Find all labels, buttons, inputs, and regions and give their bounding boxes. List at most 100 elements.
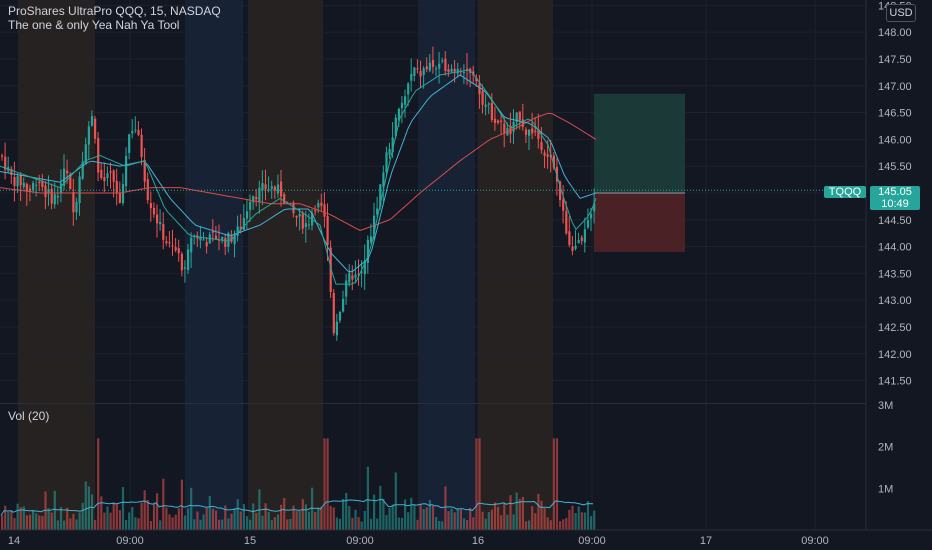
- candle-body: [134, 129, 137, 131]
- volume-bar: [391, 504, 394, 530]
- volume-bar: [388, 507, 391, 530]
- volume-bar: [394, 472, 397, 530]
- volume-bar: [376, 518, 379, 530]
- volume-bar: [84, 481, 87, 530]
- candle-body: [301, 212, 304, 229]
- volume-indicator-label[interactable]: Vol (20): [8, 409, 50, 423]
- volume-bar: [267, 511, 270, 530]
- volume-bar: [286, 519, 289, 530]
- candle-body: [22, 182, 25, 187]
- long-position-tool[interactable]: [594, 93, 685, 252]
- volume-bar: [22, 506, 25, 530]
- candle-body: [518, 111, 521, 121]
- candle-body: [583, 229, 586, 243]
- volume-bar: [428, 499, 431, 530]
- candle-body: [351, 275, 354, 280]
- volume-bar: [143, 490, 146, 530]
- volume-bar: [28, 514, 32, 530]
- candle-body: [435, 68, 438, 70]
- candle-body: [56, 195, 59, 198]
- candle-body: [227, 233, 230, 247]
- volume-bar: [211, 508, 214, 530]
- candle-body: [162, 223, 165, 240]
- candle-body: [236, 226, 239, 236]
- volume-bar: [109, 512, 112, 530]
- candle-body: [137, 130, 140, 135]
- candle-body: [97, 138, 100, 173]
- volume-bar: [500, 515, 503, 530]
- indicator-name[interactable]: The one & only Yea Nah Ya Tool: [8, 18, 180, 32]
- candle-body: [273, 186, 276, 191]
- price-tick-label: 144.00: [878, 242, 912, 254]
- volume-bar: [53, 490, 56, 530]
- candle-body: [66, 170, 69, 174]
- candle-body: [1, 155, 4, 157]
- volume-bar: [140, 502, 143, 530]
- volume-bar: [162, 478, 165, 530]
- bar-countdown: 10:49: [881, 198, 909, 210]
- candle-body: [404, 96, 407, 105]
- volume-bar: [295, 511, 298, 530]
- candle-body: [131, 130, 134, 134]
- symbol-title[interactable]: ProShares UltraPro QQQ, 15, NASDAQ: [8, 4, 221, 18]
- candle-body: [103, 176, 106, 182]
- volume-bar: [273, 517, 276, 530]
- candle-body: [462, 71, 466, 73]
- time-axis[interactable]: 14 09:00 15 09:00 16 09:00 17 09:00: [0, 529, 932, 547]
- candle-body: [4, 156, 7, 170]
- candle-body: [38, 181, 41, 184]
- volume-bar: [583, 512, 586, 530]
- volume-bar: [230, 513, 233, 530]
- volume-bar: [462, 518, 466, 530]
- candle-body: [379, 184, 382, 207]
- volume-bar: [90, 494, 94, 530]
- volume-bar: [357, 517, 360, 530]
- candle-body: [307, 224, 311, 226]
- volume-bar: [50, 512, 53, 530]
- price-axis[interactable]: 148.50148.00147.50147.00146.50146.00145.…: [865, 0, 932, 530]
- volume-bar: [264, 503, 267, 530]
- candle-body: [174, 247, 177, 251]
- candle-body: [78, 176, 81, 204]
- volume-bar: [66, 507, 69, 530]
- volume-bar: [227, 518, 230, 530]
- volume-bar: [332, 507, 335, 530]
- candle-body: [369, 236, 373, 243]
- candle-body: [183, 267, 187, 269]
- volume-bar: [419, 504, 422, 530]
- candle-body: [422, 68, 425, 75]
- volume-bar: [351, 517, 354, 530]
- candle-body: [304, 223, 307, 228]
- price-tick-label: 142.00: [878, 349, 912, 361]
- candle-body: [360, 271, 363, 273]
- volume-bar: [292, 505, 295, 530]
- candle-body: [53, 194, 56, 205]
- volume-bar: [35, 513, 38, 530]
- volume-bar: [304, 504, 307, 530]
- volume-bar: [441, 521, 444, 530]
- volume-bar: [224, 505, 227, 530]
- time-tick-label: 14: [8, 535, 20, 547]
- candle-body: [382, 172, 385, 187]
- candle-body: [233, 235, 236, 245]
- currency-button[interactable]: USD: [886, 4, 916, 22]
- candle-body: [568, 231, 571, 245]
- volume-ma-path: [0, 498, 594, 516]
- volume-bar: [425, 507, 428, 530]
- candle-body: [593, 203, 596, 212]
- volume-bar: [537, 493, 540, 530]
- candle-body: [484, 104, 487, 108]
- session-band: [248, 0, 323, 530]
- volume-bar: [490, 509, 493, 530]
- volume-bar: [280, 504, 283, 530]
- candle-body: [224, 237, 227, 248]
- candle-body: [357, 273, 360, 275]
- volume-bar: [69, 518, 72, 530]
- candle-body: [295, 215, 298, 218]
- candle-body: [81, 161, 84, 179]
- volume-bar: [270, 520, 273, 530]
- candle-body: [13, 176, 16, 186]
- candle-body: [317, 203, 320, 208]
- volume-bar: [1, 515, 4, 530]
